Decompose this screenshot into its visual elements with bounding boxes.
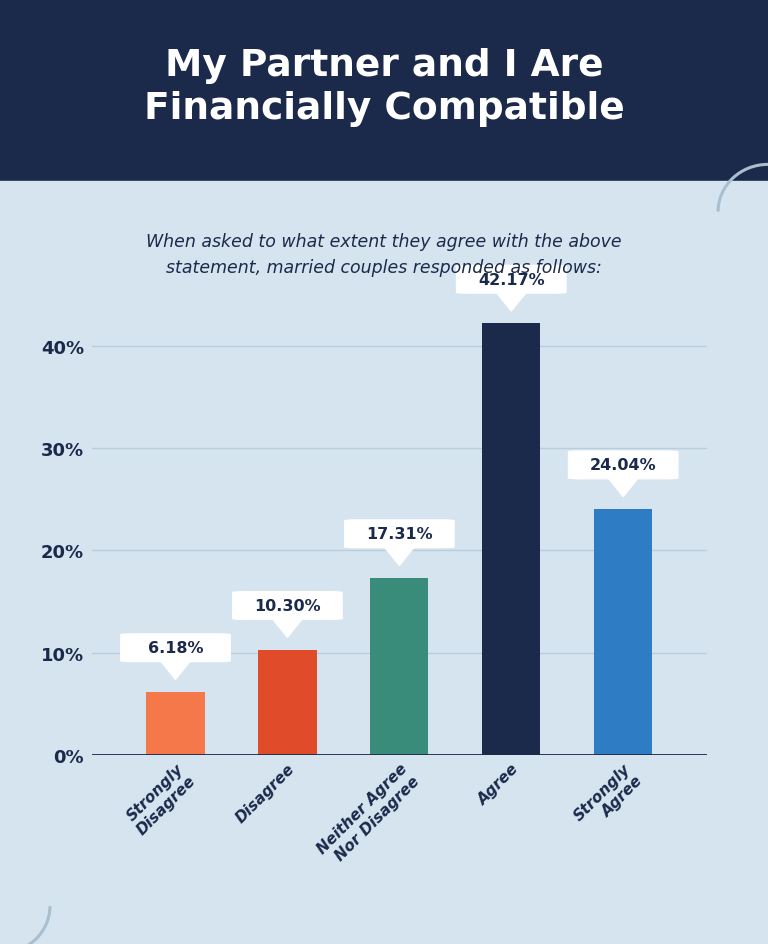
Text: 17.31%: 17.31% <box>366 527 432 542</box>
FancyBboxPatch shape <box>120 633 231 663</box>
FancyBboxPatch shape <box>232 591 343 620</box>
FancyBboxPatch shape <box>568 451 679 480</box>
Bar <box>147 692 204 755</box>
Bar <box>482 324 541 755</box>
Text: 42.17%: 42.17% <box>478 273 545 288</box>
Text: 24.04%: 24.04% <box>590 458 657 473</box>
Text: When asked to what extent they agree with the above
statement, married couples r: When asked to what extent they agree wit… <box>146 233 622 277</box>
FancyBboxPatch shape <box>344 520 455 548</box>
Polygon shape <box>384 547 415 565</box>
Text: 6.18%: 6.18% <box>147 641 204 655</box>
FancyBboxPatch shape <box>0 0 768 181</box>
Bar <box>0 0 768 105</box>
Bar <box>594 510 652 755</box>
Text: My Partner and I Are
Financially Compatible: My Partner and I Are Financially Compati… <box>144 48 624 126</box>
Polygon shape <box>495 293 527 312</box>
Polygon shape <box>160 660 191 680</box>
Bar <box>258 649 316 755</box>
FancyBboxPatch shape <box>456 265 567 295</box>
Polygon shape <box>272 618 303 637</box>
Polygon shape <box>607 478 639 497</box>
Text: 10.30%: 10.30% <box>254 598 321 614</box>
Bar <box>370 578 429 755</box>
